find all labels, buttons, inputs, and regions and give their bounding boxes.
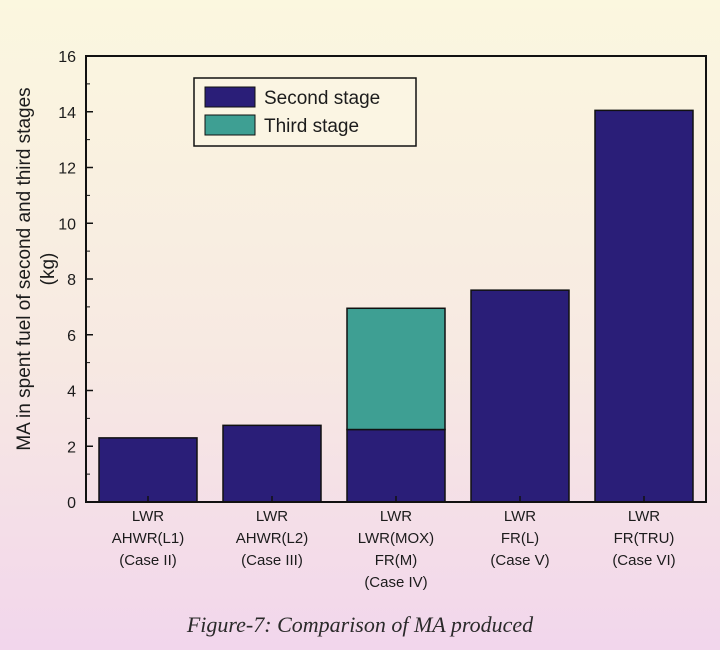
x-tick-label: LWR [380,508,412,525]
bar-group [98,109,694,503]
bar-second-stage [346,428,446,503]
y-tick-label: 6 [67,328,76,345]
y-tick-label: 16 [58,49,76,66]
y-tick-label: 14 [58,105,76,122]
x-tick-label: FR(TRU) [614,530,675,547]
bar-second-stage [222,424,322,503]
y-axis-title: MA in spent fuel of second and third sta… [14,87,59,450]
x-tick-label: AHWR(L1) [112,530,185,547]
x-tick-label: (Case V) [490,552,549,569]
figure-caption: Figure-7: Comparison of MA produced [186,612,534,637]
y-tick-label: 8 [67,272,76,289]
legend-swatch [204,86,256,108]
y-axis-label: MA in spent fuel of second and third sta… [14,87,35,450]
y-tick-label: 4 [67,384,76,401]
legend-label: Second stage [264,88,380,109]
legend-label: Third stage [264,116,359,137]
x-tick-label: (Case III) [241,552,303,569]
y-tick-label: 10 [58,216,76,233]
bar-second-stage [470,289,570,503]
y-tick-label: 12 [58,161,76,178]
x-axis: LWR AHWR(L1) (Case II) LWR AHWR(L2) (Case III… [112,508,676,591]
legend: Second stage Third stage [193,77,417,147]
x-tick-label: LWR(MOX) [358,530,434,547]
plot-frame [85,55,707,503]
x-tick-label: FR(L) [501,530,539,547]
legend-swatch [204,114,256,136]
x-tick-label: LWR [628,508,660,525]
bar-second-stage [98,437,198,503]
x-tick-label: FR(M) [375,552,417,569]
x-tick-label: (Case II) [119,552,177,569]
x-tick-label: (Case VI) [612,552,675,569]
bar-third-stage [346,307,446,431]
x-tick-label: LWR [132,508,164,525]
x-tick-label: LWR [256,508,288,525]
x-tick-label: LWR [504,508,536,525]
y-axis: 0 2 4 6 8 10 12 14 16 [58,49,93,512]
y-axis-label: (kg) [38,253,59,286]
chart: 0 2 4 6 8 10 12 14 16 LWR AHWR(L1) (Case II) LWR AHW… [14,49,707,591]
bar-second-stage [594,109,694,503]
y-tick-label: 0 [67,495,76,512]
x-tick-label: (Case IV) [364,574,427,591]
y-tick-label: 2 [67,439,76,456]
x-tick-label: AHWR(L2) [236,530,309,547]
